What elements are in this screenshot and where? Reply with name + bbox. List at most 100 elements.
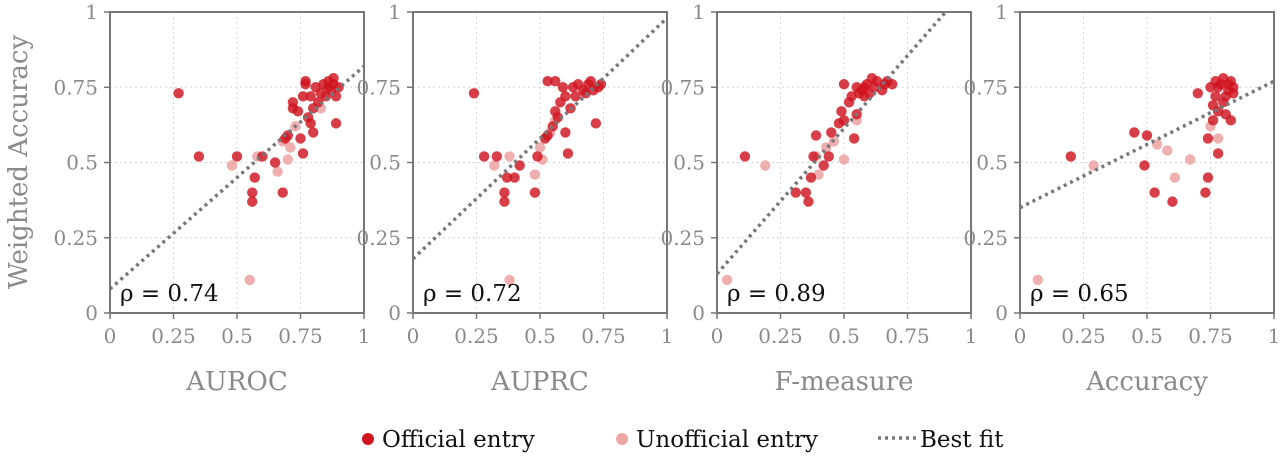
best-fit-line [110, 64, 364, 291]
x-tick-label: 0.5 [221, 324, 253, 348]
official-entry-point [247, 196, 258, 207]
x-axis-title: F-measure [774, 367, 913, 397]
official-entry-point [1167, 196, 1178, 207]
panel-1: 00 0.25 0.25 0.5 0.5 0.75 0.75 1 1 AUROC ρ = 0.74 [53, 0, 370, 397]
official-entry-point [295, 133, 306, 144]
official-entry-point [287, 97, 299, 108]
y-tick-label: 0.25 [356, 226, 401, 250]
unofficial-entry-point [1162, 145, 1173, 156]
panel-2: 00 0.25 0.25 0.5 0.5 0.75 0.75 1 1 AUPRC ρ = 0.72 [356, 0, 673, 397]
official-entry-point [790, 187, 801, 198]
official-entry-point [193, 151, 205, 162]
official-entry-point [1210, 91, 1221, 102]
official-entry-point [247, 187, 258, 198]
official-entry-point [297, 148, 309, 159]
unofficial-entry-point [504, 151, 515, 162]
official-entry-point [739, 151, 751, 162]
correlation-label: ρ = 0.72 [423, 281, 522, 307]
unofficial-entry-point [285, 142, 296, 153]
official-entry-point [1139, 160, 1150, 171]
x-tick-label: 0.25 [151, 324, 196, 348]
official-entry-point [509, 172, 520, 183]
official-entry-point [836, 106, 847, 117]
official-entry-point [838, 79, 850, 90]
official-entry-point [529, 187, 541, 198]
unofficial-entry-point [1212, 133, 1224, 144]
official-entry-point [585, 76, 596, 87]
official-entry-point [805, 172, 817, 183]
official-entry-point [570, 91, 581, 102]
official-entry-point [501, 172, 513, 183]
panel-3: 00 0.25 0.25 0.5 0.5 0.75 0.75 1 1 F-measure ρ = 0… [660, 0, 977, 397]
panel-4: 00 0.25 0.25 0.5 0.5 0.75 0.75 1 1 Accuracy ρ = 0.… [963, 0, 1280, 397]
official-entry-point [808, 151, 819, 162]
official-entry-point [590, 118, 602, 129]
official-entry-point [491, 151, 503, 162]
unofficial-entry-point [489, 160, 500, 171]
x-tick-label: 1 [1268, 324, 1280, 348]
legend-unofficial-label: Unofficial entry [636, 427, 818, 453]
x-tick-label: 1 [965, 324, 978, 348]
y-tick-label: 0.5 [673, 151, 705, 175]
official-entry-point [297, 91, 309, 102]
official-entry-point [542, 76, 553, 87]
x-tick-label: 0.25 [454, 324, 499, 348]
official-entry-point [499, 196, 510, 207]
legend-best-fit-label: Best fit [920, 427, 1004, 453]
x-tick-label: 0.75 [581, 324, 626, 348]
official-entry-point [1202, 172, 1214, 183]
official-entry-point [277, 187, 288, 198]
y-tick-label: 0 [692, 301, 705, 325]
y-tick-label: 0.25 [963, 226, 1008, 250]
official-entry-point [800, 187, 812, 198]
unofficial-entry-point [838, 154, 850, 165]
official-entry-point [1212, 148, 1224, 159]
official-entry-point [532, 151, 543, 162]
x-axis-title: AUPRC [490, 367, 589, 397]
correlation-label: ρ = 0.74 [120, 281, 219, 307]
unofficial-entry-point [1032, 274, 1043, 286]
y-tick-label: 0 [85, 301, 98, 325]
y-tick-label: 0.75 [963, 75, 1008, 99]
legend-official-label: Official entry [382, 427, 535, 453]
official-entry-point [810, 130, 822, 141]
x-axis-title: AUROC [185, 367, 287, 397]
x-tick-label: 0 [407, 324, 420, 348]
x-tick-label: 0 [711, 324, 724, 348]
correlation-label: ρ = 0.65 [1030, 281, 1129, 307]
points-group [173, 73, 344, 286]
official-entry-point [313, 97, 324, 108]
unofficial-entry-point [721, 274, 733, 286]
best-fit-line [717, 12, 947, 276]
official-entry-point [550, 76, 561, 87]
x-tick-label: 1 [358, 324, 371, 348]
official-entry-point [1202, 133, 1214, 144]
official-entry-point [823, 151, 834, 162]
y-tick-label: 0.75 [356, 75, 401, 99]
y-tick-label: 0 [388, 301, 401, 325]
official-entry-point [803, 196, 814, 207]
x-tick-label: 0.5 [828, 324, 860, 348]
y-axis-label: Weighted Accuracy [4, 35, 34, 290]
x-axis-title: Accuracy [1085, 367, 1208, 397]
official-entry-point [514, 160, 525, 171]
correlation-label: ρ = 0.89 [727, 281, 826, 307]
unofficial-entry-point [282, 154, 293, 165]
official-entry-point [1225, 115, 1237, 126]
official-entry-point [1192, 88, 1204, 99]
unofficial-entry-point [244, 274, 255, 286]
x-tick-label: 0 [104, 324, 117, 348]
points-group [721, 73, 898, 286]
x-tick-label: 1 [661, 324, 674, 348]
y-tick-label: 0.5 [976, 151, 1008, 175]
unofficial-entry-point [529, 169, 541, 180]
official-entry-point [1149, 187, 1160, 198]
unofficial-entry-point [1169, 172, 1181, 183]
legend: Official entry Unofficial entry Best fit [362, 427, 1004, 453]
unofficial-entry-point [534, 142, 546, 153]
best-fit-line [413, 16, 667, 261]
x-tick-label: 0.75 [1188, 324, 1233, 348]
x-tick-label: 0.25 [758, 324, 803, 348]
unofficial-entry-point [226, 160, 238, 171]
